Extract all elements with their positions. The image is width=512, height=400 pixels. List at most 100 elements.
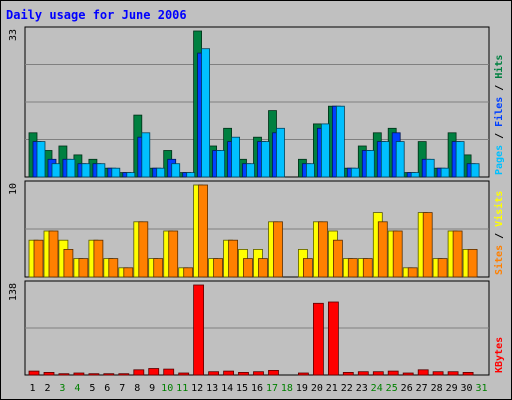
bar-sites-day-23 bbox=[362, 258, 373, 278]
bar-sites-day-4 bbox=[78, 258, 89, 278]
bar-pages-day-30 bbox=[470, 163, 480, 178]
bar-sites-day-12 bbox=[198, 184, 209, 278]
chart-title: Daily usage for June 2006 bbox=[6, 8, 187, 22]
bar-sites-day-16 bbox=[258, 258, 268, 278]
bar-kbytes-day-8 bbox=[133, 369, 145, 376]
bar-kbytes-day-28 bbox=[432, 371, 444, 376]
bar-kbytes-day-19 bbox=[297, 372, 309, 376]
bar-sites-day-2 bbox=[48, 230, 59, 278]
x-tick-day-20: 20 bbox=[311, 383, 323, 394]
bar-sites-day-9 bbox=[153, 258, 164, 278]
panel-kbytes: 138 KBytes bbox=[8, 280, 505, 376]
legend-files: Files bbox=[493, 97, 505, 127]
legend-sites: Sites bbox=[493, 245, 505, 275]
bar-pages-day-9 bbox=[156, 167, 166, 178]
bar-kbytes-day-2 bbox=[43, 371, 55, 376]
bar-kbytes-day-26 bbox=[402, 372, 414, 376]
bar-pages-day-11 bbox=[186, 172, 196, 178]
bar-sites-day-13 bbox=[213, 258, 224, 278]
x-tick-day-29: 29 bbox=[446, 383, 458, 394]
x-tick-day-25: 25 bbox=[386, 383, 398, 394]
y-max-label: 138 bbox=[8, 283, 19, 301]
bar-kbytes-day-16 bbox=[253, 371, 264, 376]
bar-sites-day-3 bbox=[63, 248, 74, 278]
x-tick-day-8: 8 bbox=[134, 383, 140, 394]
bar-kbytes-day-22 bbox=[342, 371, 354, 376]
bar-pages-day-6 bbox=[111, 167, 121, 178]
x-tick-day-14: 14 bbox=[221, 383, 233, 394]
bar-sites-day-5 bbox=[93, 239, 104, 278]
bar-pages-day-12 bbox=[201, 48, 211, 178]
bar-kbytes-day-5 bbox=[88, 373, 100, 376]
bar-kbytes-day-23 bbox=[357, 371, 369, 376]
bar-kbytes-day-6 bbox=[103, 373, 115, 376]
legend-kbytes: KBytes bbox=[494, 337, 505, 373]
y-max-label: 10 bbox=[8, 183, 19, 195]
bar-kbytes-day-13 bbox=[208, 371, 220, 376]
bar-kbytes-day-27 bbox=[417, 369, 429, 376]
legend-visits: Visits bbox=[493, 191, 505, 227]
x-tick-day-26: 26 bbox=[401, 383, 413, 394]
bar-kbytes-day-10 bbox=[163, 368, 175, 376]
bar-sites-day-22 bbox=[347, 258, 358, 278]
x-tick-day-30: 30 bbox=[460, 383, 472, 394]
bar-kbytes-day-1 bbox=[28, 370, 40, 376]
bar-kbytes-day-12 bbox=[193, 284, 205, 376]
bar-pages-day-19 bbox=[305, 163, 315, 178]
bar-pages-day-25 bbox=[395, 141, 405, 178]
bar-sites-day-8 bbox=[138, 221, 149, 278]
x-tick-day-3: 3 bbox=[59, 383, 65, 394]
bar-pages-day-27 bbox=[425, 158, 435, 178]
bar-pages-day-7 bbox=[126, 172, 136, 178]
legend-separator: / bbox=[494, 127, 505, 145]
x-tick-day-23: 23 bbox=[356, 383, 368, 394]
x-tick-day-27: 27 bbox=[416, 383, 428, 394]
bar-sites-day-1 bbox=[33, 239, 44, 278]
x-tick-day-24: 24 bbox=[371, 383, 383, 394]
bar-pages-day-15 bbox=[246, 163, 255, 178]
x-tick-day-28: 28 bbox=[431, 383, 443, 394]
panel-sites_visits: 10 Sites / Visits bbox=[8, 180, 505, 278]
bar-pages-day-2 bbox=[51, 163, 61, 178]
bar-kbytes-day-9 bbox=[148, 368, 160, 376]
x-tick-day-16: 16 bbox=[251, 383, 263, 394]
bar-sites-day-19 bbox=[302, 258, 313, 278]
bar-sites-day-17 bbox=[273, 221, 283, 278]
bar-kbytes-day-14 bbox=[223, 370, 235, 376]
bar-pages-day-13 bbox=[216, 150, 226, 178]
x-tick-day-19: 19 bbox=[296, 383, 308, 394]
bar-kbytes-day-29 bbox=[447, 371, 459, 376]
bar-kbytes-day-15 bbox=[238, 371, 249, 376]
bar-kbytes-day-17 bbox=[268, 369, 279, 376]
bar-kbytes-day-11 bbox=[178, 372, 190, 376]
x-tick-day-1: 1 bbox=[29, 383, 35, 394]
bar-pages-day-16 bbox=[261, 141, 270, 178]
x-tick-day-15: 15 bbox=[236, 383, 248, 394]
x-tick-day-5: 5 bbox=[89, 383, 95, 394]
bar-sites-day-15 bbox=[243, 258, 253, 278]
bar-pages-day-10 bbox=[171, 163, 181, 178]
bar-pages-day-23 bbox=[365, 150, 375, 178]
bar-kbytes-day-4 bbox=[73, 372, 85, 376]
legend-kbytes: KBytes bbox=[494, 337, 505, 373]
bar-sites-day-30 bbox=[467, 248, 478, 278]
bar-sites-day-29 bbox=[452, 230, 463, 278]
bar-pages-day-20 bbox=[320, 123, 330, 178]
bar-kbytes-day-30 bbox=[462, 371, 474, 376]
x-tick-day-9: 9 bbox=[149, 383, 155, 394]
x-tick-day-7: 7 bbox=[119, 383, 125, 394]
bar-sites-day-26 bbox=[407, 267, 418, 278]
x-tick-day-4: 4 bbox=[74, 383, 80, 394]
bar-sites-day-6 bbox=[108, 258, 119, 278]
bar-pages-day-5 bbox=[96, 163, 106, 178]
bar-sites-day-10 bbox=[168, 230, 179, 278]
bar-pages-day-26 bbox=[410, 172, 420, 178]
x-tick-day-31: 31 bbox=[475, 383, 487, 394]
x-tick-day-11: 11 bbox=[176, 383, 188, 394]
bar-pages-day-21 bbox=[335, 105, 345, 178]
bar-sites-day-24 bbox=[377, 221, 388, 278]
legend-hits: Hits bbox=[493, 55, 505, 79]
legend-separator: / bbox=[494, 227, 505, 245]
bar-kbytes-day-21 bbox=[327, 301, 339, 376]
